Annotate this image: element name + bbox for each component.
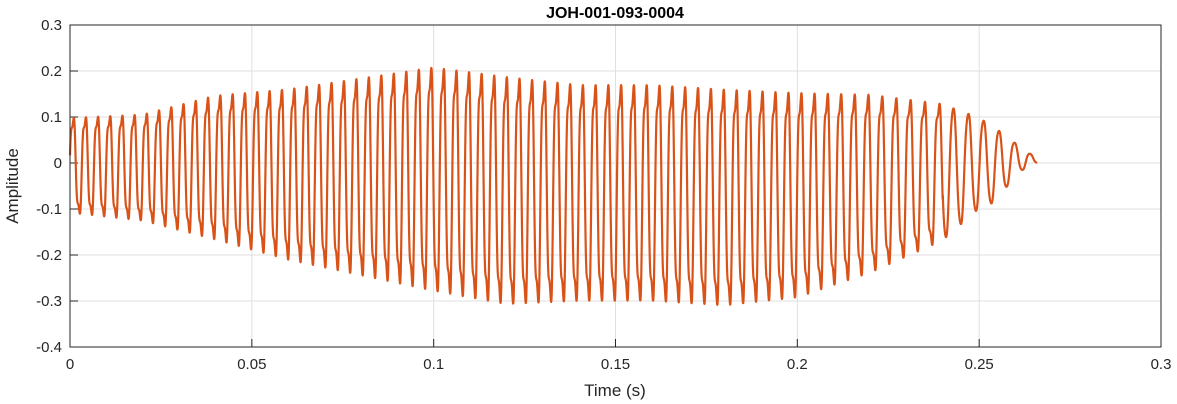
chart-title: JOH-001-093-0004 xyxy=(546,5,684,22)
y-axis-label: Amplitude xyxy=(3,148,22,224)
x-tick-label: 0.3 xyxy=(1151,356,1172,373)
y-tick-label: -0.1 xyxy=(36,201,62,218)
y-tick-label: 0.2 xyxy=(41,63,62,80)
y-tick-label: 0.3 xyxy=(41,17,62,34)
waveform-line xyxy=(68,66,1039,306)
y-tick-label: -0.4 xyxy=(36,339,62,356)
x-tick-label: 0.05 xyxy=(237,356,266,373)
y-tick-label: 0.1 xyxy=(41,109,62,126)
x-tick-label: 0.25 xyxy=(965,356,994,373)
y-tick-label: -0.2 xyxy=(36,247,62,264)
x-tick-label: 0.2 xyxy=(787,356,808,373)
x-tick-label: 0 xyxy=(66,356,74,373)
axes-box xyxy=(69,24,1162,348)
ticks: 0 0.05 0.1 0.15 0.2 0.25 0.3 0.3 0.2 0.1 0 -0.1 -0.2… xyxy=(36,17,1171,373)
x-tick-label: 0.1 xyxy=(423,356,444,373)
y-tick-label: 0 xyxy=(54,155,62,172)
x-tick-label: 0.15 xyxy=(601,356,630,373)
x-axis-label: Time (s) xyxy=(584,381,646,400)
y-tick-label: -0.3 xyxy=(36,293,62,310)
